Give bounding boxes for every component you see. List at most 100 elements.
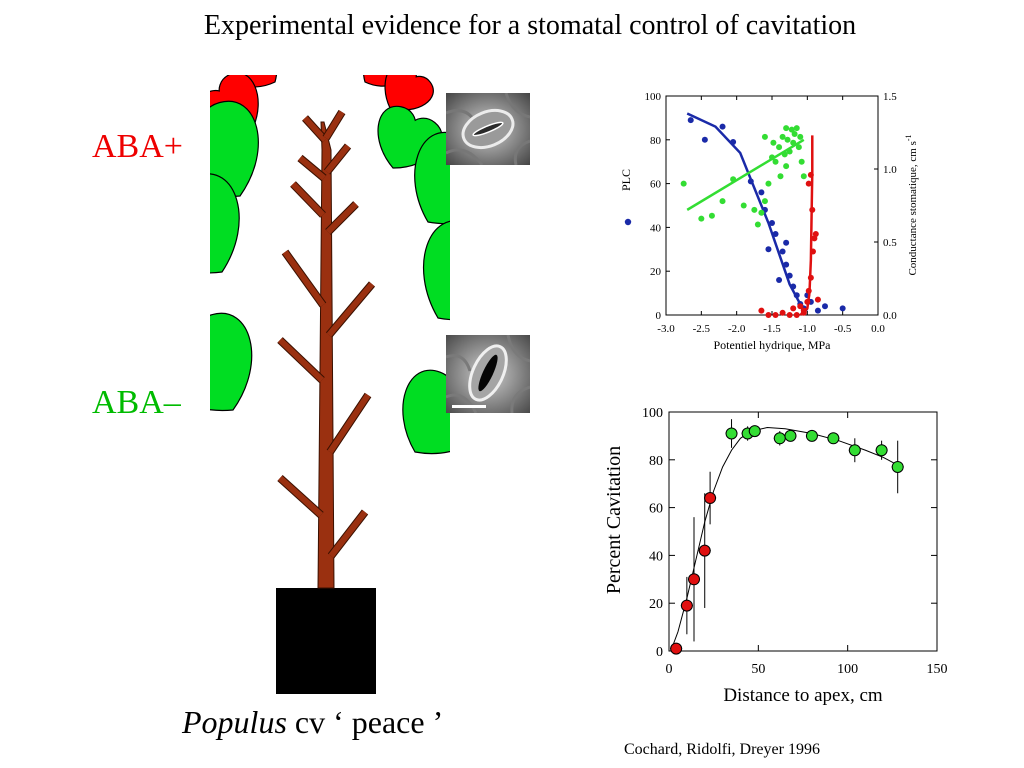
data-point	[795, 144, 802, 151]
data-point	[848, 444, 861, 457]
plant-branch	[326, 282, 375, 337]
leaf-green	[402, 369, 450, 455]
data-point	[769, 154, 775, 161]
y-tick-label: 60	[649, 502, 663, 517]
data-point	[680, 180, 687, 187]
y-tick-label: 100	[642, 406, 663, 421]
y2-axis-label-superscript: -1	[904, 134, 913, 141]
data-point	[827, 432, 840, 445]
leaf-green	[210, 173, 240, 274]
data-point	[758, 189, 765, 196]
data-point	[781, 151, 788, 158]
y-tick-label: 20	[650, 266, 662, 278]
plant-caption: Populus cv ‘ peace ’	[182, 704, 443, 741]
y-tick-label: 20	[649, 597, 663, 612]
plant-branch	[323, 110, 345, 140]
data-point	[704, 492, 717, 505]
data-point	[783, 163, 790, 170]
data-point	[719, 123, 726, 130]
data-point	[747, 178, 754, 185]
data-point	[758, 307, 765, 314]
y-axis-label: Percent Cavitation	[603, 446, 625, 594]
x-tick-label: -2.5	[693, 323, 711, 335]
plant-caption-cultivar: cv ‘ peace ’	[286, 704, 444, 740]
x-axis-label: Potentiel hydrique, MPa	[714, 338, 832, 352]
data-point	[800, 307, 807, 314]
plant-branch	[327, 393, 371, 454]
data-point	[765, 312, 772, 318]
data-point	[725, 427, 738, 440]
data-point	[784, 136, 791, 143]
plant-illustration	[210, 75, 450, 694]
data-point	[807, 171, 814, 178]
data-point	[770, 139, 777, 146]
data-point	[765, 246, 772, 253]
data-point	[786, 272, 793, 279]
data-point	[776, 144, 783, 151]
plant-branch	[282, 250, 326, 307]
data-point	[769, 220, 775, 227]
data-point	[805, 429, 818, 442]
x-tick-label: -3.0	[657, 323, 675, 335]
y-tick-label: 100	[645, 91, 662, 103]
chart-plc-water-potential: -3.0 -2.5 -2.0 -1.5 -1.0 -0.5 0.0 0 20 40 60 80 100 0…	[619, 91, 919, 352]
y-axis-label: PLC	[619, 169, 633, 191]
data-point	[779, 309, 786, 316]
leaf-green	[422, 220, 450, 321]
data-point	[783, 125, 790, 132]
data-point	[784, 429, 797, 442]
plant-branch	[290, 181, 326, 218]
data-point	[776, 276, 783, 283]
data-point	[875, 444, 888, 457]
data-point	[772, 312, 779, 318]
data-point	[797, 303, 804, 310]
data-point	[788, 126, 795, 133]
data-point	[670, 642, 683, 655]
y2-axis-label-main: Conductance stomatique, cm s	[907, 141, 919, 275]
aba-minus-label: ABA–	[92, 384, 181, 421]
data-point	[800, 173, 807, 180]
data-point	[698, 544, 711, 557]
data-point	[701, 136, 708, 143]
data-point	[765, 180, 772, 187]
data-point	[793, 125, 800, 132]
leaf-red	[384, 75, 434, 111]
y-tick-label: 0	[656, 310, 662, 322]
data-point	[783, 261, 790, 268]
x-tick-label: 50	[751, 662, 765, 677]
stomata-closed-micrograph	[446, 93, 530, 165]
x-tick-label: -1.0	[799, 323, 817, 335]
fit-curve	[670, 427, 902, 652]
y2-tick-label: 0.5	[883, 237, 897, 249]
data-point	[793, 292, 800, 299]
data-point	[807, 274, 814, 281]
data-point	[772, 158, 779, 165]
data-point	[708, 212, 715, 219]
data-point	[777, 173, 784, 180]
plant-pot	[276, 588, 376, 694]
data-point	[809, 206, 816, 213]
x-tick-label: -2.0	[728, 323, 746, 335]
stomata-open-micrograph	[446, 335, 530, 413]
plot-frame	[665, 95, 879, 316]
data-point	[754, 221, 761, 228]
data-point	[798, 158, 805, 165]
data-point	[839, 305, 846, 312]
data-point	[814, 296, 821, 303]
data-point	[793, 312, 800, 318]
y2-tick-label: 0.0	[883, 310, 897, 322]
data-point	[790, 139, 797, 146]
data-point	[805, 287, 812, 294]
x-tick-label: -1.5	[763, 323, 781, 335]
plant-caption-genus: Populus	[182, 704, 287, 740]
data-point	[790, 305, 797, 312]
data-point	[761, 133, 768, 140]
data-point	[797, 133, 804, 140]
plant-branch	[277, 337, 325, 383]
fit-line	[686, 138, 805, 211]
data-point	[783, 239, 790, 246]
y-axis-legend-dot	[624, 218, 632, 226]
data-point	[680, 599, 693, 612]
data-point	[804, 298, 811, 305]
x-axis-label: Distance to apex, cm	[723, 685, 883, 706]
